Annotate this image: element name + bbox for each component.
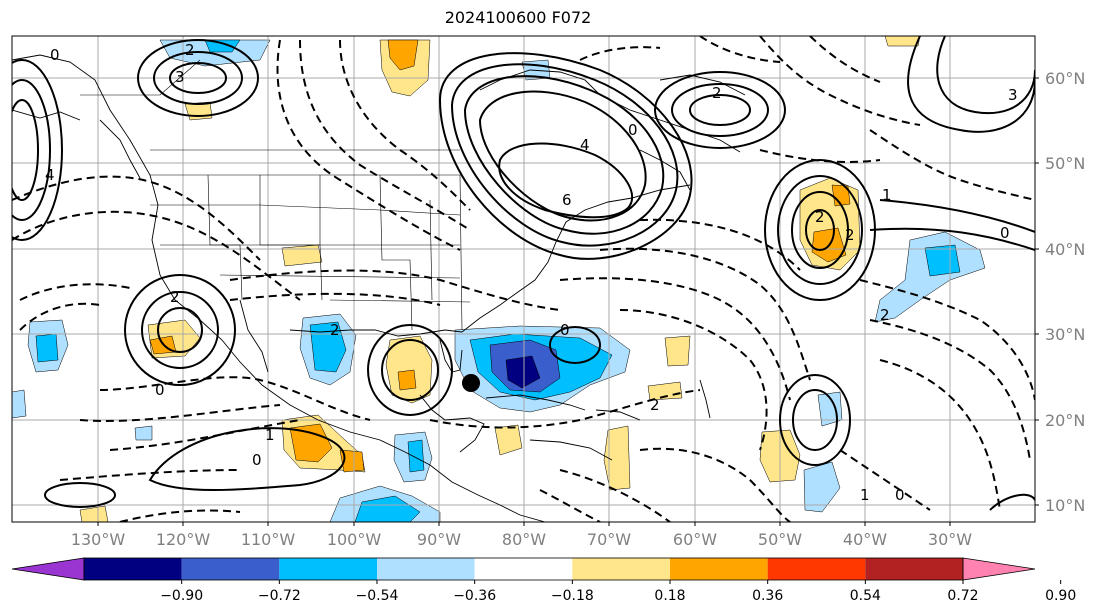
solid-contours (12, 36, 1035, 511)
contour-label: 2 (650, 396, 660, 414)
latitude-labels: 60°N 50°N 40°N 30°N 20°N 10°N (1045, 69, 1085, 515)
contour-label: 2 (845, 226, 855, 244)
lat-label: 40°N (1045, 240, 1085, 259)
contour-label: 2 (170, 288, 180, 306)
contour-label: 2 (712, 84, 722, 102)
colorbar-tick-label: 0.90 (1045, 588, 1076, 604)
contour-label: 1 (882, 186, 892, 204)
colorbar-tick-label: −0.18 (551, 588, 594, 604)
contour-label: 1 (265, 426, 275, 444)
contour-label: 0 (50, 46, 60, 64)
colorbar-cell (865, 558, 963, 580)
contour-label: 2 (185, 41, 195, 59)
lat-label: 20°N (1045, 411, 1085, 430)
contour-label: 0 (252, 451, 262, 469)
axis-ticks (97, 77, 1039, 526)
contour-label: 2 (880, 306, 890, 324)
contour-label: 6 (562, 191, 572, 209)
colorbar: −0.90 −0.72 −0.54 −0.36 −0.18 0.18 0.36 0.54 0.7… (11, 557, 1076, 604)
contour-labels: 0 2 3 4 6 0 2 4 2 0 1 2 3 0 2 1 0 2 0 2 … (45, 41, 1018, 504)
lat-label: 30°N (1045, 325, 1085, 344)
colorbar-cell (84, 558, 182, 580)
lon-label: 80°W (502, 530, 546, 549)
colorbar-tick-label: −0.90 (160, 588, 203, 604)
contour-label: 2 (815, 208, 825, 226)
contour-label: 0 (560, 321, 570, 339)
colorbar-tick-label: −0.36 (453, 588, 496, 604)
lon-label: 30°W (928, 530, 972, 549)
colorbar-cell (279, 558, 377, 580)
longitude-labels: 130°W 120°W 110°W 100°W 90°W 80°W 70°W 6… (71, 530, 972, 549)
contour-label: 0 (895, 486, 905, 504)
colorbar-cell (474, 558, 573, 580)
colorbar-tick-label: 0.18 (654, 588, 685, 604)
colorbar-cell (572, 558, 670, 580)
contour-label: 0 (1000, 224, 1010, 242)
lon-label: 60°W (673, 530, 717, 549)
contour-label: 2 (330, 321, 340, 339)
contour-label: 4 (45, 166, 55, 184)
lat-label: 10°N (1045, 496, 1085, 515)
dashed-contours (12, 36, 1035, 522)
contour-label: 4 (580, 136, 590, 154)
colorbar-tick-label: 0.54 (850, 588, 881, 604)
colorbar-tick-label: 0.72 (947, 588, 978, 604)
lon-label: 120°W (156, 530, 211, 549)
lon-label: 70°W (587, 530, 631, 549)
contour-label: 1 (860, 486, 870, 504)
gridlines (12, 36, 1035, 522)
lon-label: 50°W (758, 530, 802, 549)
colorbar-extend-high (962, 557, 1036, 581)
lon-label: 110°W (241, 530, 296, 549)
lon-label: 40°W (843, 530, 887, 549)
lat-label: 50°N (1045, 154, 1085, 173)
storm-position-marker (462, 374, 480, 392)
colorbar-extend-low (11, 557, 85, 581)
colorbar-cell (767, 558, 866, 580)
colorbar-cell (670, 558, 768, 580)
colorbar-tick-label: 0.36 (752, 588, 783, 604)
colorbar-cell (377, 558, 475, 580)
contour-label: 3 (175, 68, 185, 86)
map-title: 2024100600 F072 (444, 8, 592, 27)
lat-label: 60°N (1045, 69, 1085, 88)
lon-label: 100°W (327, 530, 382, 549)
colorbar-tick-label: −0.72 (258, 588, 301, 604)
shaded-fields (12, 36, 986, 522)
colorbar-cell (181, 558, 280, 580)
lon-label: 130°W (71, 530, 126, 549)
colorbar-tick-label: −0.54 (356, 588, 399, 604)
lon-label: 90°W (417, 530, 461, 549)
colorbar-frame (83, 557, 964, 581)
contour-label: 3 (1008, 86, 1018, 104)
contour-label: 0 (628, 121, 638, 139)
contour-label: 0 (155, 381, 165, 399)
